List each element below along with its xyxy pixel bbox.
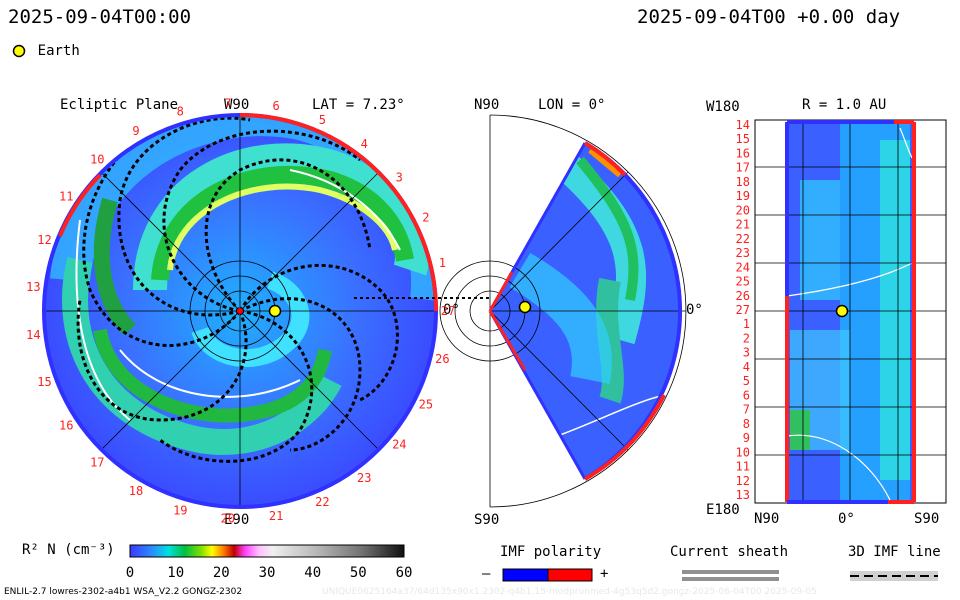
radial-xtick-0: 0° xyxy=(838,511,855,527)
colorbar-tick: 40 xyxy=(304,565,321,581)
earth-marker-meridional-icon xyxy=(518,300,532,314)
radial-ytick: 17 xyxy=(736,161,750,175)
imf-polarity-title: IMF polarity xyxy=(500,544,602,560)
ecliptic-lon-tick: 8 xyxy=(177,105,184,119)
meridional-zero-label: 0° xyxy=(686,302,703,318)
radial-ytick: 27 xyxy=(736,303,750,317)
colorbar-tick: 20 xyxy=(213,565,230,581)
earth-marker-ecliptic-icon xyxy=(268,304,282,318)
colorbar-tick: 50 xyxy=(350,565,367,581)
ecliptic-lon-tick: 12 xyxy=(37,233,51,247)
lat-label: LAT = 7.23° xyxy=(312,97,405,113)
earth-legend: Earth xyxy=(12,40,80,59)
meridional-panel xyxy=(439,114,687,508)
ecliptic-lon-tick: 9 xyxy=(132,124,139,138)
radial-ytick: 6 xyxy=(743,388,750,402)
colorbar-label: R² N (cm⁻³) xyxy=(22,542,115,558)
ecliptic-lon-tick: 3 xyxy=(396,170,403,184)
radial-xtick-n90: N90 xyxy=(754,511,780,527)
ecliptic-lon-tick: 23 xyxy=(357,471,371,485)
ecliptic-panel xyxy=(42,113,490,509)
radial-ytick: 5 xyxy=(743,374,750,388)
radial-ytick: 9 xyxy=(743,431,750,445)
ecliptic-lon-tick: 22 xyxy=(315,495,329,509)
radial-ytick: 2 xyxy=(743,332,750,346)
ecliptic-lon-tick: 27 xyxy=(441,304,455,318)
radial-ytick: 22 xyxy=(736,232,750,246)
ecliptic-lon-tick: 2 xyxy=(422,211,429,225)
radial-ytick: 16 xyxy=(736,147,750,161)
earth-marker-radial-icon xyxy=(835,304,849,318)
ecliptic-lon-tick: 17 xyxy=(90,455,104,469)
radial-top-left-label: W180 xyxy=(706,99,740,115)
radial-title: R = 1.0 AU xyxy=(802,97,887,113)
ecliptic-lon-tick: 18 xyxy=(129,484,143,498)
radial-ytick: 1 xyxy=(743,317,750,331)
ecliptic-lon-tick: 20 xyxy=(221,512,235,526)
radial-ytick: 10 xyxy=(736,445,750,459)
ecliptic-lon-tick: 15 xyxy=(37,375,51,389)
current-sheath-swatch xyxy=(682,570,779,574)
earth-marker-icon xyxy=(12,44,26,57)
imf-positive-swatch xyxy=(547,568,593,582)
radial-ytick: 12 xyxy=(736,474,750,488)
ecliptic-lon-tick: 11 xyxy=(59,190,73,204)
colorbar xyxy=(129,544,405,558)
ecliptic-lon-tick: 19 xyxy=(173,503,187,517)
radial-ytick: 11 xyxy=(736,460,750,474)
radial-bottom-left-label: E180 xyxy=(706,502,740,518)
ecliptic-title: Ecliptic Plane xyxy=(60,97,179,113)
radial-ytick: 7 xyxy=(743,403,750,417)
colorbar-tick: 30 xyxy=(259,565,276,581)
radial-ytick: 18 xyxy=(736,175,750,189)
radial-ytick: 13 xyxy=(736,488,750,502)
meridional-bottom-label: S90 xyxy=(474,512,500,528)
ecliptic-lon-tick: 10 xyxy=(90,153,104,167)
imf-plus-label: + xyxy=(600,566,609,582)
meridional-top-label: N90 xyxy=(474,97,500,113)
radial-ytick: 24 xyxy=(736,260,750,274)
ecliptic-lon-tick: 1 xyxy=(439,256,446,270)
radial-panel xyxy=(754,119,947,504)
radial-ytick: 4 xyxy=(743,360,750,374)
time-left: 2025-09-04T00:00 xyxy=(8,6,192,28)
time-right: 2025-09-04T00 +0.00 day xyxy=(637,6,901,28)
radial-xtick-s90: S90 xyxy=(914,511,940,527)
imf-negative-swatch xyxy=(502,568,549,582)
imf-minus-label: – xyxy=(482,566,491,582)
radial-ytick: 23 xyxy=(736,246,750,260)
earth-legend-label: Earth xyxy=(37,43,80,59)
current-sheath-title: Current sheath xyxy=(670,544,789,560)
radial-ytick: 8 xyxy=(743,417,750,431)
radial-ytick: 15 xyxy=(736,132,750,146)
ecliptic-lon-tick: 5 xyxy=(319,113,326,127)
lon-label: LON = 0° xyxy=(538,97,606,113)
radial-ytick: 26 xyxy=(736,289,750,303)
ecliptic-bottom-label: E90 xyxy=(224,512,250,528)
radial-ytick: 19 xyxy=(736,189,750,203)
ecliptic-lon-tick: 6 xyxy=(272,99,279,113)
ecliptic-lon-tick: 14 xyxy=(26,328,40,342)
ecliptic-lon-tick: 25 xyxy=(419,397,433,411)
radial-ytick: 20 xyxy=(736,203,750,217)
ecliptic-lon-tick: 4 xyxy=(361,137,368,151)
ecliptic-lon-tick: 26 xyxy=(435,352,449,366)
radial-ytick: 21 xyxy=(736,218,750,232)
radial-ytick: 3 xyxy=(743,346,750,360)
radial-ytick: 25 xyxy=(736,275,750,289)
colorbar-tick: 0 xyxy=(126,565,134,581)
model-info: ENLIL-2.7 lowres-2302-a4b1 WSA_V2.2 GONG… xyxy=(4,587,243,597)
ecliptic-lon-tick: 21 xyxy=(269,509,283,523)
ecliptic-top-label: W90 xyxy=(224,97,250,113)
ecliptic-lon-tick: 13 xyxy=(26,280,40,294)
colorbar-tick: 60 xyxy=(396,565,413,581)
ecliptic-lon-tick: 7 xyxy=(224,96,231,110)
colorbar-tick: 10 xyxy=(167,565,184,581)
watermark: UNIQUE0625164a37/64d135x90x1.2302-q4b1.1… xyxy=(322,587,817,597)
imf-line-title: 3D IMF line xyxy=(848,544,941,560)
ecliptic-lon-tick: 16 xyxy=(59,418,73,432)
ecliptic-lon-tick: 24 xyxy=(392,438,406,452)
radial-ytick: 14 xyxy=(736,118,750,132)
